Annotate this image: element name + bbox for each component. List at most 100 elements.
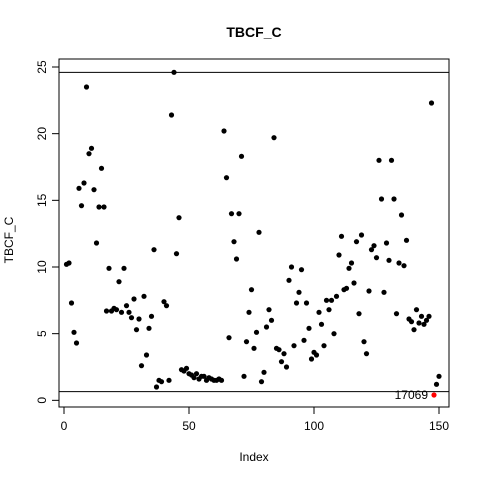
data-point (326, 307, 332, 313)
data-point (353, 239, 360, 245)
data-point (81, 180, 87, 186)
data-point (73, 340, 80, 346)
reference-lines (59, 71, 449, 393)
data-point (106, 265, 112, 271)
data-point (243, 339, 250, 345)
data-point (368, 247, 375, 253)
data-point (393, 311, 400, 317)
data-point (288, 264, 295, 270)
y-tick-label: 0 (35, 397, 49, 404)
data-points (63, 69, 442, 398)
y-axis: 0 5 10 15 20 25 (35, 60, 60, 404)
data-point (388, 157, 395, 163)
data-point (421, 321, 427, 327)
data-point (166, 377, 172, 383)
data-point (316, 309, 322, 315)
chart-title: TBCF_C (226, 24, 281, 40)
data-point (236, 211, 242, 217)
data-point (101, 204, 107, 210)
x-axis-label: Index (239, 450, 268, 464)
data-point (116, 279, 122, 285)
data-point (226, 335, 232, 341)
data-point (241, 373, 247, 379)
data-point (158, 379, 165, 385)
data-point (263, 324, 270, 330)
data-point (91, 187, 97, 193)
data-point (276, 347, 282, 353)
data-point (403, 237, 410, 243)
data-point (291, 343, 297, 349)
data-point (321, 343, 327, 349)
data-point (416, 320, 422, 326)
data-point (133, 327, 140, 333)
data-point (153, 384, 160, 390)
data-point (343, 285, 350, 291)
data-point (301, 337, 307, 343)
data-point (68, 300, 75, 306)
data-point (381, 289, 387, 295)
data-point (173, 251, 180, 257)
data-point (376, 157, 382, 163)
y-tick-label: 5 (35, 330, 49, 337)
data-point (138, 363, 145, 369)
data-point (296, 289, 302, 295)
data-point (268, 317, 275, 323)
data-point (411, 327, 417, 333)
y-tick-label: 10 (35, 260, 49, 274)
data-point (308, 356, 315, 362)
data-point (168, 112, 175, 118)
data-point (248, 287, 255, 293)
data-point (228, 211, 235, 217)
data-point (313, 352, 320, 358)
data-point (83, 84, 90, 90)
highlighted-point (431, 392, 437, 398)
data-point (141, 293, 147, 299)
data-point (183, 365, 190, 371)
data-point (66, 260, 72, 266)
data-point (358, 232, 365, 238)
data-point (336, 252, 342, 258)
data-point (118, 309, 125, 315)
data-point (303, 300, 310, 306)
x-tick-label: 0 (61, 419, 68, 433)
data-point (223, 175, 230, 181)
data-point (126, 309, 132, 315)
data-point (333, 293, 340, 299)
data-point (258, 379, 265, 385)
data-point (361, 339, 367, 345)
data-point (93, 240, 100, 246)
data-point (251, 345, 257, 351)
data-point (338, 233, 345, 239)
data-point (233, 256, 240, 262)
data-point (428, 100, 435, 106)
data-point (121, 265, 127, 271)
data-point (401, 263, 407, 269)
data-point (221, 128, 227, 134)
data-point (318, 321, 325, 327)
data-point (306, 325, 312, 331)
x-tick-label: 150 (429, 419, 449, 433)
data-point (413, 307, 420, 313)
data-point (373, 255, 380, 261)
point-annotation: 17069 (395, 388, 429, 402)
data-point (191, 375, 197, 381)
data-point (408, 319, 415, 325)
data-point (161, 299, 167, 305)
data-point (98, 165, 105, 171)
data-point (136, 316, 142, 322)
data-point (128, 315, 135, 321)
y-tick-label: 15 (35, 193, 49, 207)
data-point (286, 277, 292, 283)
data-point (426, 313, 432, 319)
x-tick-label: 100 (304, 419, 324, 433)
data-point (433, 381, 440, 387)
data-point (146, 325, 152, 331)
data-point (163, 303, 170, 309)
data-point (281, 351, 287, 357)
data-point (193, 371, 200, 377)
data-point (246, 309, 252, 315)
data-point (171, 69, 177, 75)
data-point (88, 145, 95, 151)
data-point (366, 288, 372, 294)
data-point (386, 257, 392, 263)
